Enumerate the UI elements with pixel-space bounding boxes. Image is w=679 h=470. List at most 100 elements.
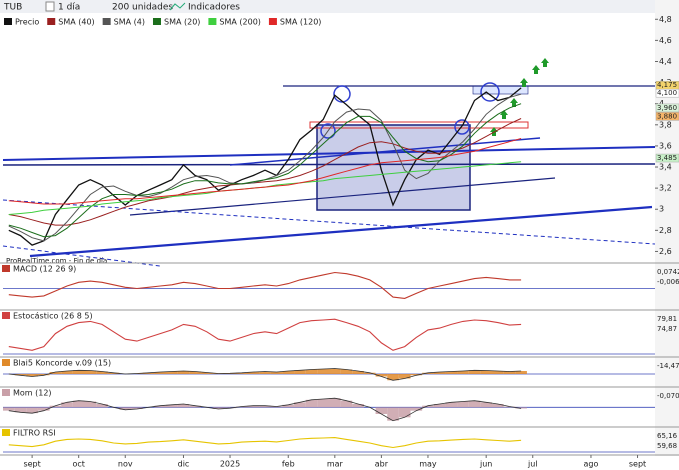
- indicator-bar: [492, 404, 504, 408]
- y-tick-label: 4,6: [659, 36, 672, 45]
- sma-line: [8, 138, 522, 205]
- y-tick-label: 2,6: [659, 247, 672, 256]
- period[interactable]: 1 día: [58, 3, 80, 13]
- sma-line: [8, 103, 522, 238]
- readout: -14,47: [657, 362, 679, 370]
- indicator-bar: [340, 400, 353, 408]
- indicator-bar: [189, 371, 201, 374]
- trend-line: [229, 137, 541, 166]
- indicator-bar: [166, 371, 178, 374]
- x-tick-label: oct: [72, 460, 84, 469]
- y-tick-label: 3,4: [659, 163, 672, 172]
- indicator-bar: [468, 370, 481, 374]
- readout: -0,0700: [657, 392, 679, 400]
- readout: 74,87: [657, 325, 677, 333]
- legend-swatch: [208, 18, 217, 25]
- indicator-bar: [72, 370, 85, 374]
- price-tag: [655, 103, 679, 113]
- panel-title: Mom (12): [13, 389, 52, 398]
- resistance-box: [309, 121, 529, 129]
- indicator-bar: [84, 401, 97, 408]
- x-tick-label: may: [419, 460, 437, 469]
- x-tick-label: jul: [527, 460, 538, 469]
- indicator-bar: [375, 407, 388, 414]
- y-tick-label: 4: [659, 99, 664, 108]
- indicator-bar: [14, 374, 27, 376]
- indicator-bar: [49, 405, 62, 408]
- range-box: [316, 124, 471, 211]
- x-tick-label: sept: [23, 460, 40, 469]
- readout: 59,68: [657, 442, 677, 450]
- indicator-bar: [340, 369, 353, 374]
- indicator-bar: [3, 407, 15, 411]
- indicator-bar: [422, 372, 434, 374]
- indicator-bar: [433, 372, 446, 374]
- indicator-bar: [305, 399, 318, 408]
- indicator-bar: [247, 405, 260, 408]
- indicator-bar: [259, 371, 271, 374]
- indicator-bar: [212, 407, 225, 409]
- indicator-bar: [445, 371, 458, 374]
- x-tick-label: jun: [479, 460, 492, 469]
- arrow: [532, 65, 540, 74]
- x-tick-label: dic: [178, 460, 190, 469]
- indicator-bar: [154, 405, 166, 408]
- indicator-bar: [72, 400, 85, 408]
- indicator-bar: [270, 372, 283, 374]
- indicator-bar: [61, 371, 73, 374]
- legend-swatch: [268, 18, 277, 25]
- indicator-bar: [14, 407, 27, 413]
- indicator-bar: [352, 371, 364, 374]
- sma-line: [8, 118, 522, 226]
- legend-label: SMA (4): [114, 18, 145, 27]
- indicator-bar: [515, 407, 527, 409]
- indicator-bar: [410, 407, 423, 411]
- indicator-bar: [200, 372, 213, 374]
- panel-title-bg: [2, 429, 10, 436]
- indicator-bar: [433, 404, 446, 408]
- indicator-bar: [235, 372, 248, 374]
- price-tag: [655, 112, 679, 121]
- y-tick-label: 3,2: [659, 184, 672, 193]
- legend-label: SMA (200): [219, 18, 261, 27]
- legend-label: SMA (120): [280, 18, 322, 27]
- indicator-bar: [294, 402, 306, 408]
- arrow: [510, 98, 518, 107]
- indicator-bar: [247, 372, 260, 374]
- indicator-bar: [119, 407, 132, 410]
- indicator-bar: [26, 407, 38, 414]
- indicators[interactable]: Indicadores: [188, 3, 240, 13]
- indicator-bar: [492, 371, 504, 374]
- legend-swatch: [152, 18, 161, 25]
- x-tick-label: feb: [282, 460, 295, 469]
- symbol[interactable]: TUB: [3, 3, 22, 13]
- indicator-bar: [317, 369, 329, 374]
- indicator-bar: [363, 372, 376, 374]
- y-tick-label: 4,4: [659, 57, 672, 66]
- legend-swatch: [102, 18, 111, 25]
- indicator-bar: [457, 401, 469, 408]
- units[interactable]: 200 unidades: [112, 3, 173, 13]
- trend-line: [129, 177, 556, 216]
- readout: 79,81: [657, 315, 677, 323]
- indicator-bar: [37, 374, 50, 376]
- highlight-circle: [320, 123, 336, 139]
- indicator-bar: [329, 368, 341, 374]
- indicator-bar: [387, 407, 399, 421]
- readout: 65,16: [657, 432, 678, 440]
- indicator-bar: [503, 406, 516, 408]
- highlight-circle: [333, 85, 351, 103]
- panel-title-bg: [2, 359, 10, 366]
- trend-line: [2, 245, 161, 267]
- x-tick-label: mar: [327, 460, 344, 469]
- indicator-bar: [515, 371, 527, 374]
- indicator-bar: [282, 371, 295, 374]
- y-tick-label: 3: [659, 205, 664, 214]
- indicator-bar: [445, 402, 458, 408]
- period-icon: [45, 1, 55, 12]
- panel-title-bg: [2, 312, 10, 319]
- legend-label: Precio: [15, 18, 39, 27]
- panel-title: MACD (12 26 9): [13, 265, 76, 274]
- indicator-bar: [26, 374, 38, 377]
